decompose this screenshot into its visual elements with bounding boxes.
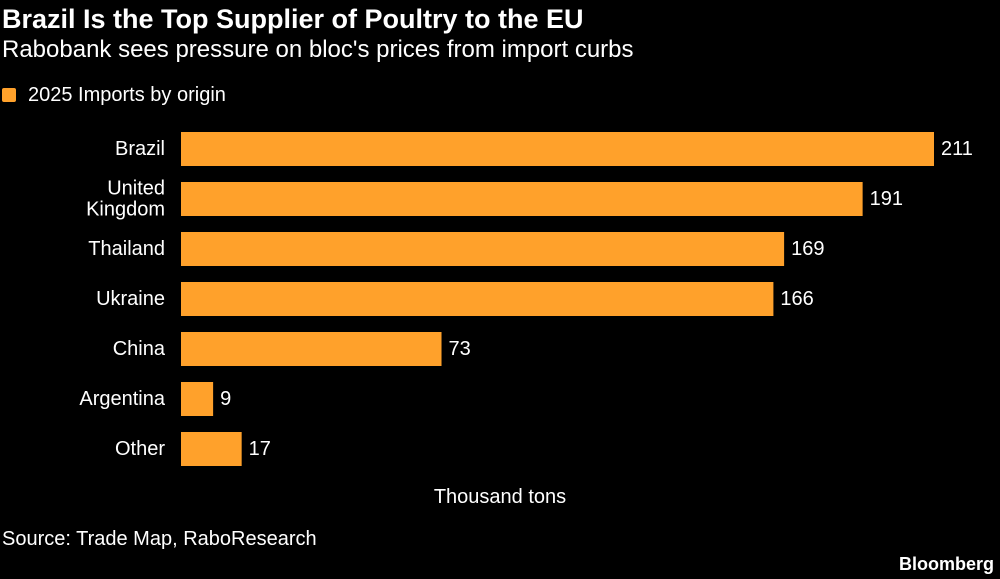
source-note: Source: Trade Map, RaboResearch xyxy=(2,528,317,550)
bar-thailand xyxy=(181,232,785,266)
data-label: 17 xyxy=(249,438,271,460)
category-label: Ukraine xyxy=(96,288,165,310)
category-label: Argentina xyxy=(79,388,165,410)
bar-brazil xyxy=(181,132,934,166)
bar-china xyxy=(181,332,442,366)
data-label: 9 xyxy=(220,388,231,410)
data-label: 169 xyxy=(791,238,824,260)
legend-label: 2025 Imports by origin xyxy=(28,84,226,106)
bar-argentina xyxy=(181,382,214,416)
bloomberg-logo: Bloomberg xyxy=(898,554,994,574)
legend: 2025 Imports by origin xyxy=(2,82,226,108)
bar-other xyxy=(181,432,242,466)
x-axis-label: Thousand tons xyxy=(433,486,567,508)
category-label: Other xyxy=(115,438,165,460)
category-label: China xyxy=(113,338,166,360)
category-label: United Kingdom xyxy=(86,178,165,221)
chart-title: Brazil Is the Top Supplier of Poultry to… xyxy=(2,4,584,34)
data-label: 73 xyxy=(449,338,471,360)
category-label: Thailand xyxy=(88,238,165,260)
chart-subtitle: Rabobank sees pressure on bloc's prices … xyxy=(2,36,634,63)
data-label: 166 xyxy=(780,288,813,310)
category-label: Brazil xyxy=(115,138,165,160)
data-label: 211 xyxy=(941,138,973,160)
legend-swatch xyxy=(2,88,16,102)
bar-united-kingdom xyxy=(181,182,863,216)
data-label: 191 xyxy=(870,188,903,210)
bar-ukraine xyxy=(181,282,774,316)
